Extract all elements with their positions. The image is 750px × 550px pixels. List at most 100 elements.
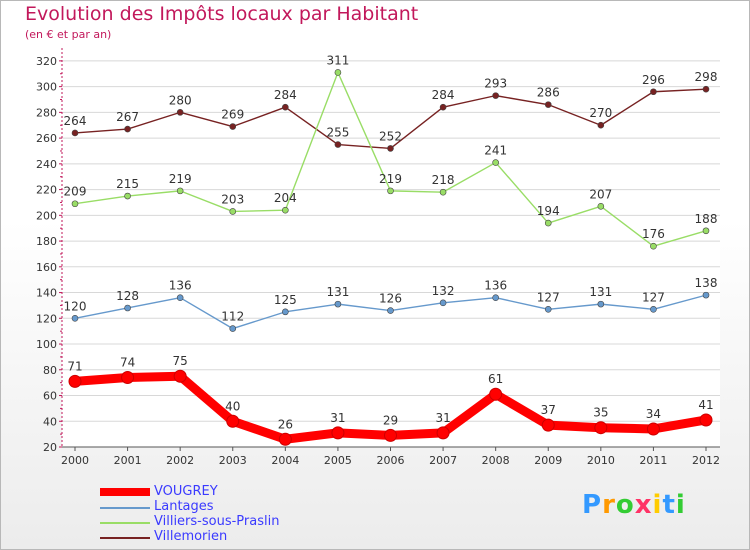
x-tick-label: 2001: [114, 454, 142, 467]
x-tick-label: 2008: [482, 454, 510, 467]
data-label: 255: [326, 126, 349, 140]
data-label: 284: [432, 88, 455, 102]
data-label: 35: [593, 406, 608, 420]
x-tick-label: 2003: [219, 454, 247, 467]
plot-area: [62, 48, 720, 447]
data-label: 71: [67, 359, 82, 373]
data-label: 284: [274, 88, 297, 102]
data-point: [492, 92, 499, 99]
x-tick-label: 2004: [271, 454, 299, 467]
data-point: [334, 69, 342, 76]
data-point: [334, 141, 342, 148]
data-label: 74: [120, 355, 135, 369]
y-tick-label: 180: [36, 235, 57, 248]
data-label: 61: [488, 372, 503, 386]
legend-label: VOUGREY: [154, 484, 218, 499]
legend: VOUGREY Lantages Villiers-sous-Praslin Vill…: [100, 484, 340, 545]
data-point: [702, 85, 710, 93]
data-label: 267: [116, 110, 139, 124]
data-label: 41: [698, 398, 713, 412]
data-point: [229, 325, 237, 332]
chart-subtitle: (en € et par an): [25, 28, 112, 41]
data-label: 203: [221, 192, 244, 206]
legend-item: Villiers-sous-Praslin: [100, 514, 340, 530]
y-tick-label: 280: [36, 106, 57, 119]
legend-swatch: [100, 507, 150, 509]
data-label: 125: [274, 293, 297, 307]
data-point: [699, 413, 713, 427]
logo-letter: r: [602, 490, 616, 520]
x-tick-label: 2000: [61, 454, 89, 467]
data-label: 219: [379, 172, 402, 186]
y-tick-label: 160: [36, 261, 57, 274]
data-point: [597, 121, 605, 129]
data-label: 219: [169, 172, 192, 186]
data-label: 280: [169, 93, 192, 107]
legend-swatch: [100, 522, 150, 524]
data-label: 131: [326, 285, 349, 299]
data-point: [278, 432, 292, 446]
data-point: [176, 109, 184, 116]
y-tick-label: 240: [36, 158, 57, 171]
data-point: [229, 208, 237, 215]
data-point: [646, 422, 660, 436]
data-label: 270: [589, 106, 612, 120]
data-label: 252: [379, 129, 402, 143]
data-label: 37: [541, 403, 556, 417]
logo-letter: o: [615, 490, 635, 520]
data-point: [439, 188, 447, 196]
legend-swatch: [100, 537, 150, 539]
data-label: 126: [379, 292, 402, 306]
y-tick-label: 220: [36, 184, 57, 197]
data-point: [541, 418, 555, 432]
data-point: [387, 307, 394, 314]
y-tick-label: 140: [36, 287, 57, 300]
y-tick-label: 40: [43, 415, 57, 428]
data-point: [387, 187, 394, 195]
x-tick-label: 2007: [429, 454, 457, 467]
data-label: 296: [642, 73, 665, 87]
data-point: [489, 387, 503, 401]
x-tick-label: 2011: [639, 454, 667, 467]
legend-item: Villemorien: [100, 529, 340, 545]
data-point: [650, 88, 657, 96]
x-tick-label: 2009: [534, 454, 562, 467]
proxiti-logo: Proxiti: [582, 490, 686, 520]
y-tick-label: 260: [36, 132, 57, 145]
data-label: 112: [221, 310, 244, 324]
legend-item: Lantages: [100, 499, 340, 515]
data-point: [68, 374, 82, 388]
data-label: 286: [537, 86, 560, 100]
data-point: [650, 242, 657, 250]
data-label: 26: [278, 417, 293, 431]
legend-label: Villemorien: [154, 529, 228, 544]
data-label: 136: [169, 279, 192, 293]
x-tick-label: 2006: [377, 454, 405, 467]
legend-label: Lantages: [154, 499, 214, 514]
data-label: 75: [173, 354, 188, 368]
y-tick-label: 80: [43, 364, 57, 377]
chart-title: Evolution des Impôts locaux par Habitant: [25, 3, 419, 25]
data-point: [282, 103, 289, 111]
logo-letter: x: [634, 490, 653, 520]
data-label: 264: [64, 114, 87, 128]
x-tick-label: 2010: [587, 454, 615, 467]
logo-letter: P: [582, 490, 603, 520]
data-label: 311: [326, 53, 349, 67]
x-tick-label: 2005: [324, 454, 352, 467]
data-label: 241: [484, 144, 507, 158]
data-label: 127: [642, 290, 665, 304]
data-label: 269: [221, 108, 244, 122]
data-point: [124, 192, 131, 200]
data-label: 31: [330, 411, 345, 425]
data-point: [71, 129, 79, 137]
data-label: 128: [116, 289, 139, 303]
data-point: [282, 206, 289, 214]
legend-item: VOUGREY: [100, 484, 340, 500]
data-label: 132: [432, 284, 455, 298]
y-tick-label: 200: [36, 209, 57, 222]
data-point: [124, 125, 131, 133]
data-point: [439, 299, 447, 307]
data-point: [492, 159, 499, 166]
